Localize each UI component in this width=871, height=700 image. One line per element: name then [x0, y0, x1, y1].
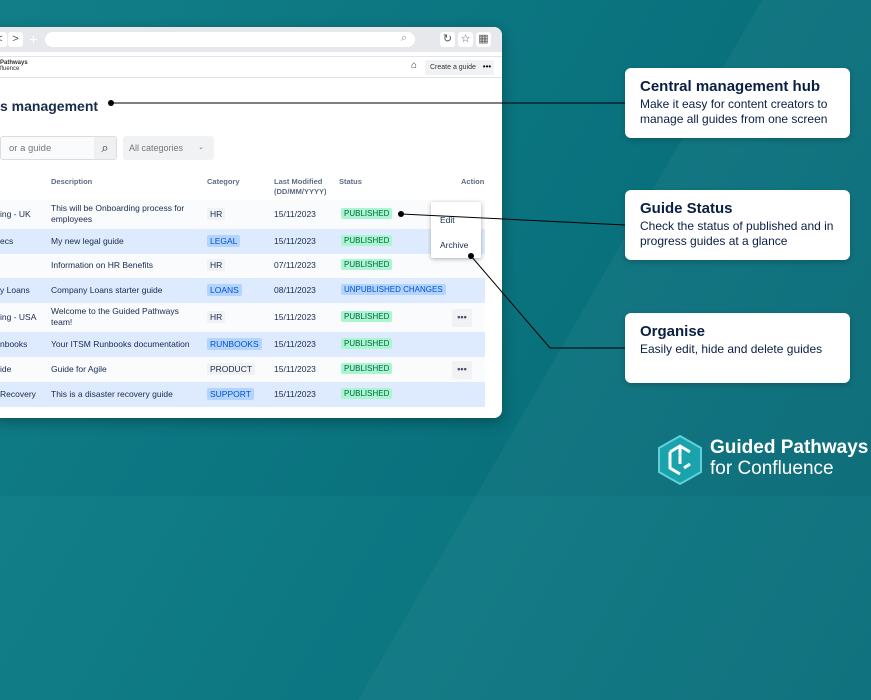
search-icon: ⌕: [400, 32, 407, 44]
star-icon[interactable]: ☆: [458, 32, 473, 47]
header-status[interactable]: Status: [339, 177, 362, 186]
page-title: s management: [0, 98, 99, 114]
callout-management-hub: Central management hub Make it easy for c…: [625, 68, 850, 138]
status-badge: UNPUBLISHED CHANGES: [341, 284, 446, 295]
guide-description: Your ITSM Runbooks documentation: [51, 339, 190, 349]
callout-guide-status: Guide Status Check the status of publishe…: [625, 190, 850, 260]
grid-icon[interactable]: ▦: [476, 32, 491, 47]
status-badge: PUBLISHED: [341, 338, 393, 349]
table-row[interactable]: Recovery This is a disaster recovery gui…: [0, 382, 485, 407]
category-tag: HR: [207, 311, 226, 323]
callout-connectors: [108, 100, 626, 349]
header-description[interactable]: Description: [51, 177, 93, 186]
category-select[interactable]: All categories ⌄: [123, 136, 214, 160]
category-tag: HR: [207, 208, 226, 220]
guide-description: Information on HR Benefits: [51, 260, 154, 270]
table-row[interactable]: ecs My new legal guide LEGAL 15/11/2023 …: [0, 229, 485, 254]
last-modified: 15/11/2023: [274, 339, 316, 349]
chevron-down-icon: ⌄: [198, 144, 204, 151]
last-modified: 15/11/2023: [274, 236, 316, 246]
status-badge: PUBLISHED: [341, 311, 393, 322]
last-modified: 07/11/2023: [274, 260, 316, 270]
address-bar[interactable]: ⌕: [45, 32, 415, 47]
forward-button[interactable]: >: [8, 32, 23, 47]
category-tag: LOANS: [207, 284, 242, 296]
new-tab-button[interactable]: +: [29, 31, 38, 47]
browser-toolbar: < > + ⌕ ↻ ☆ ▦: [0, 27, 502, 52]
menu-item-edit[interactable]: Edit: [440, 215, 455, 225]
guide-description: This is a disaster recovery guide: [51, 389, 173, 399]
last-modified: 15/11/2023: [274, 312, 316, 322]
brand-logo-icon: [658, 434, 702, 486]
guide-name[interactable]: ecs: [0, 236, 14, 246]
status-badge: PUBLISHED: [341, 388, 393, 399]
last-modified: 15/11/2023: [274, 364, 316, 374]
guide-name[interactable]: ing - USA: [0, 312, 37, 322]
guide-description: My new legal guide: [51, 236, 124, 246]
last-modified: 15/11/2023: [274, 209, 316, 219]
guide-description: Guide for Agile: [51, 364, 107, 374]
status-badge: PUBLISHED: [341, 235, 393, 246]
category-tag: LEGAL: [207, 235, 241, 247]
menu-item-archive[interactable]: Archive: [440, 240, 469, 250]
table-row[interactable]: ing - USA Welcome to the Guided Pathways…: [0, 303, 485, 332]
home-icon[interactable]: ⌂: [411, 60, 418, 71]
search-icon[interactable]: ⌕: [94, 137, 116, 159]
search-input[interactable]: or a guide ⌕: [0, 136, 117, 160]
action-menu: Edit Archive: [431, 202, 481, 258]
status-badge: PUBLISHED: [341, 363, 393, 374]
row-actions-button[interactable]: •••: [452, 309, 472, 327]
guide-description: Welcome to the Guided Pathways team!: [51, 306, 179, 327]
status-badge: PUBLISHED: [341, 259, 393, 270]
category-tag: HR: [207, 259, 226, 271]
category-tag: RUNBOOKS: [207, 338, 262, 350]
last-modified: 15/11/2023: [274, 389, 316, 399]
guide-description: This will be Onboarding process for empl…: [51, 203, 185, 224]
category-tag: SUPPORT: [207, 388, 254, 400]
guide-name[interactable]: Recovery: [0, 389, 36, 399]
reload-icon[interactable]: ↻: [440, 32, 455, 47]
table-row[interactable]: Information on HR Benefits HR 07/11/2023…: [0, 254, 485, 278]
table-row[interactable]: nbooks Your ITSM Runbooks documentation …: [0, 332, 485, 357]
guide-name[interactable]: ide: [0, 364, 12, 374]
app-header: Pathways fluence ⌂ Create a guide •••: [0, 56, 502, 78]
header-category[interactable]: Category: [207, 177, 240, 186]
brand-wordmark: Guided Pathways for Confluence: [710, 437, 869, 479]
guide-name[interactable]: y Loans: [0, 285, 30, 295]
guide-description: Company Loans starter guide: [51, 285, 163, 295]
header-last-modified[interactable]: Last Modified (DD/MM/YYYY): [274, 177, 327, 196]
row-actions-button[interactable]: •••: [452, 361, 472, 379]
table-row[interactable]: ide Guide for Agile PRODUCT 15/11/2023 P…: [0, 357, 485, 382]
app-logo: Pathways fluence: [0, 60, 28, 72]
table-row[interactable]: y Loans Company Loans starter guide LOAN…: [0, 278, 485, 303]
last-modified: 08/11/2023: [274, 285, 316, 295]
header-action: Action: [461, 177, 485, 186]
more-button[interactable]: •••: [480, 60, 494, 75]
create-guide-button[interactable]: Create a guide: [425, 60, 481, 75]
guide-name[interactable]: ing - UK: [0, 209, 31, 219]
callout-organise: Organise Easily edit, hide and delete gui…: [625, 313, 850, 383]
status-badge: PUBLISHED: [341, 208, 393, 219]
category-tag: PRODUCT: [207, 363, 256, 375]
back-button[interactable]: <: [0, 32, 7, 47]
guide-name[interactable]: nbooks: [0, 339, 28, 349]
